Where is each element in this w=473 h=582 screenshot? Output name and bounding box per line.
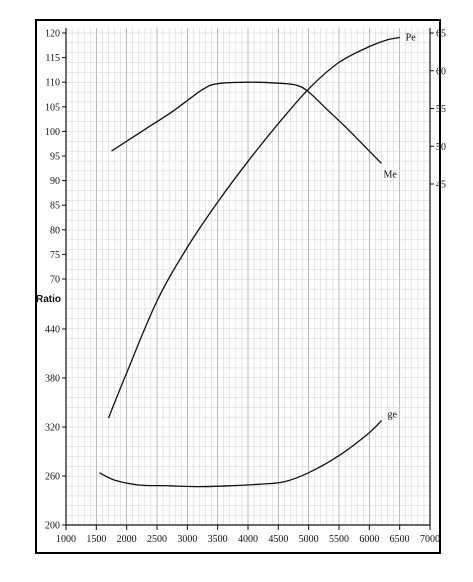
series-pe-line	[107, 36, 400, 419]
x-tick-label: 5500	[329, 534, 349, 545]
x-tick-label: 5000	[299, 534, 319, 545]
x-tick-label: 4000	[238, 534, 258, 545]
series-ge-line	[99, 420, 382, 488]
right-tick-label: 50	[436, 142, 446, 153]
x-tick-label: 6000	[359, 534, 379, 545]
x-tick-label: 4500	[268, 534, 288, 545]
x-tick-label: 3000	[177, 534, 197, 545]
right-tick-label: 65	[436, 29, 446, 40]
left-tick-label: 90	[50, 176, 60, 187]
x-tick-label: 2000	[117, 534, 137, 545]
left-tick-label: 95	[50, 152, 60, 163]
left-tick-label: 440	[45, 325, 60, 336]
x-tick-label: 1500	[86, 534, 106, 545]
series-ge-label: ge	[387, 409, 397, 420]
grid	[65, 28, 431, 525]
x-tick-label: 7000	[420, 534, 440, 545]
series: Me Pe ge	[99, 33, 417, 488]
left-tick-label: 75	[50, 250, 60, 261]
left-tick-label: 70	[50, 275, 60, 286]
x-tick-label: 1000	[56, 534, 76, 545]
left-axis-ticks: 120 115 110 105 100 95 90 85 80 75 70 440 380 320 260 2…	[45, 29, 66, 532]
x-tick-label: 2500	[147, 534, 167, 545]
left-tick-label: 105	[45, 102, 60, 113]
left-tick-label: 100	[45, 127, 60, 138]
series-me-line	[111, 81, 382, 164]
left-tick-label: 320	[45, 423, 60, 434]
right-tick-label: 60	[436, 66, 446, 77]
x-axis-ticks: 1000 1500 2000 2500 3000 3500 4000 4500 5000 5500…	[56, 525, 440, 545]
right-tick-label: 55	[436, 104, 446, 115]
left-tick-label: 200	[45, 521, 60, 532]
left-tick-label: 380	[45, 374, 60, 385]
left-tick-label: 115	[45, 53, 60, 64]
series-me-label: Me	[383, 169, 397, 180]
left-tick-label: 85	[50, 201, 60, 212]
x-tick-label: 3500	[208, 534, 228, 545]
left-tick-label: 110	[45, 78, 60, 89]
chart-frame	[35, 19, 441, 554]
left-tick-label: 260	[45, 472, 60, 483]
right-tick-label: 45	[436, 180, 446, 191]
x-tick-label: 6500	[390, 534, 410, 545]
right-axis-ticks: 65 60 55 50 45	[430, 29, 446, 191]
series-pe-label: Pe	[406, 33, 417, 44]
left-axis-label: Ratio	[36, 294, 61, 305]
left-tick-label: 120	[45, 29, 60, 40]
left-tick-label: 80	[50, 225, 60, 236]
